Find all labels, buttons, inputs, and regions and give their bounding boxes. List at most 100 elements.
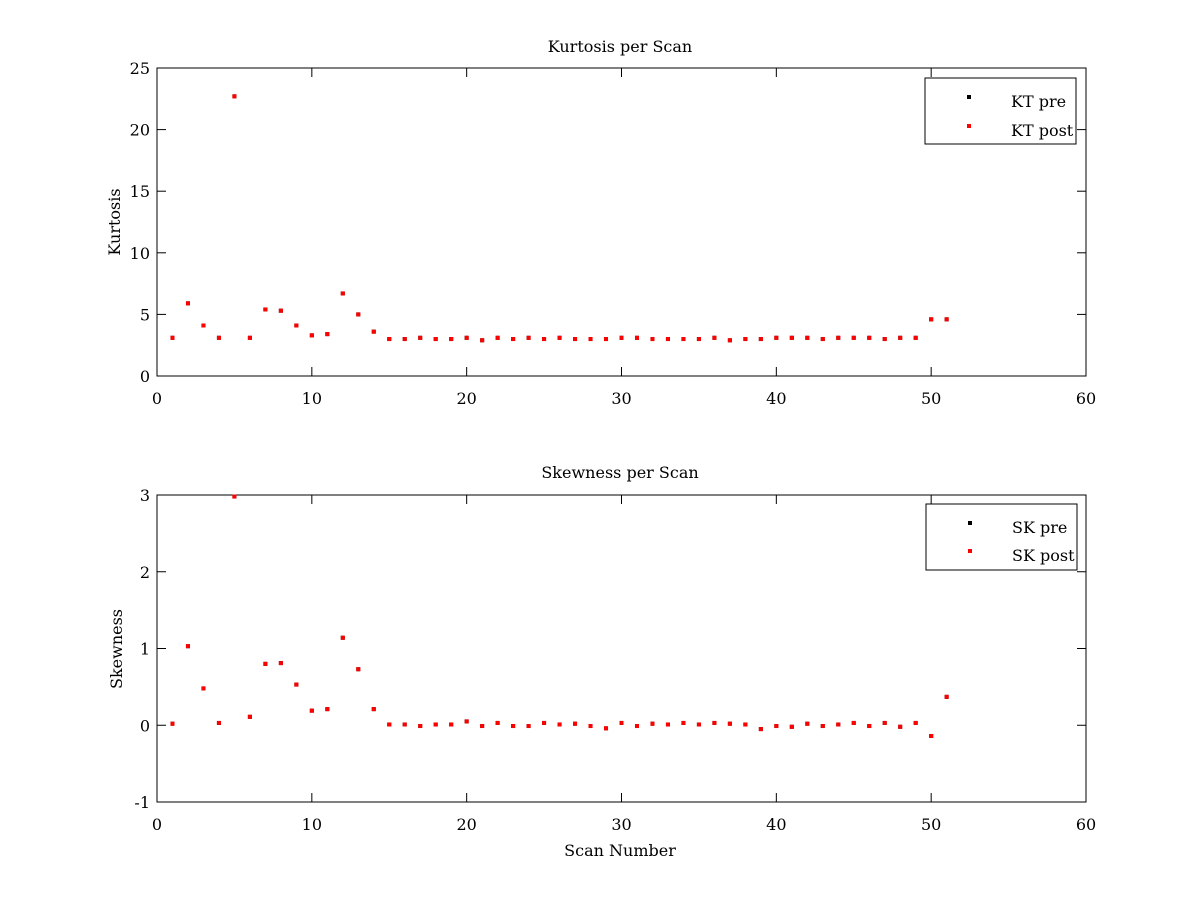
skewness-x-tick-label: 50: [921, 815, 941, 834]
sk-post-point: [325, 707, 330, 712]
sk-post-point: [216, 720, 221, 725]
skewness-y-tick-label: 1: [140, 640, 150, 659]
kt-post-point: [789, 335, 794, 340]
kurtosis-y-tick-label: 15: [130, 182, 150, 201]
sk-post-point: [588, 724, 593, 729]
sk-post-point: [480, 724, 485, 729]
kt-post-point: [619, 335, 624, 340]
sk-post-point: [681, 720, 686, 725]
kurtosis-y-tick-label: 20: [130, 121, 150, 140]
kurtosis-x-tick-label: 30: [611, 389, 631, 408]
kurtosis-x-tick-label: 50: [921, 389, 941, 408]
legend-marker-sk-pre: [968, 521, 972, 525]
legend-label-kt-post: KT post: [1011, 121, 1074, 140]
skewness-legend: SK pre SK post: [925, 503, 1078, 571]
kt-post-point: [944, 317, 949, 322]
kurtosis-x-tick-label: 40: [766, 389, 786, 408]
kt-post-point: [542, 337, 547, 342]
sk-post-point: [789, 724, 794, 729]
kt-post-point: [480, 338, 485, 343]
skewness-plot: Skewness per Scan Scan Number Skewness 0…: [107, 463, 1096, 860]
skewness-y-tick-label: -1: [134, 793, 150, 812]
sk-post-point: [743, 722, 748, 727]
kt-post-point: [263, 307, 268, 312]
skewness-x-tick-label: 40: [766, 815, 786, 834]
sk-post-point: [634, 724, 639, 729]
kt-post-point: [278, 308, 283, 313]
sk-post-point: [371, 707, 376, 712]
kt-post-point: [511, 337, 516, 342]
skewness-x-tick-label: 60: [1076, 815, 1096, 834]
kurtosis-legend: KT pre KT post: [924, 77, 1077, 145]
sk-post-point: [944, 694, 949, 699]
sk-post-point: [387, 722, 392, 727]
sk-post-point: [309, 708, 314, 713]
kt-post-point: [216, 335, 221, 340]
sk-post-point: [526, 724, 531, 729]
legend-marker-kt-pre: [967, 95, 971, 99]
sk-post-point: [278, 661, 283, 666]
kt-post-point: [526, 335, 531, 340]
kurtosis-x-tick-label: 10: [302, 389, 322, 408]
kurtosis-x-tick-label: 20: [456, 389, 476, 408]
kt-post-point: [836, 335, 841, 340]
kt-post-point: [325, 332, 330, 337]
kurtosis-series: [170, 94, 949, 343]
sk-post-point: [232, 494, 237, 499]
kt-post-point: [805, 335, 810, 340]
skewness-legend-box: [925, 503, 1078, 571]
kt-post-point: [371, 329, 376, 334]
kt-post-point: [604, 337, 609, 342]
kt-post-point: [557, 335, 562, 340]
kt-post-point: [247, 335, 252, 340]
kt-post-point: [774, 335, 779, 340]
kt-post-point: [851, 335, 856, 340]
kt-post-point: [433, 337, 438, 342]
sk-post-point: [402, 722, 407, 727]
skewness-y-axis-label: Skewness: [107, 609, 126, 689]
skewness-y-ticks: -1 0 1 2 3: [134, 486, 1086, 812]
kurtosis-x-tick-label: 0: [152, 389, 162, 408]
kt-post-point: [820, 337, 825, 342]
kt-post-point: [712, 335, 717, 340]
sk-post-point: [650, 721, 655, 726]
kt-post-point: [170, 335, 175, 340]
sk-post-point: [913, 720, 918, 725]
skewness-y-tick-label: 3: [140, 486, 150, 505]
kt-post-point: [232, 94, 237, 99]
sk-post-point: [185, 644, 190, 649]
kurtosis-x-ticks: 0 10 20 30 40 50 60: [152, 68, 1096, 408]
skewness-y-tick-label: 2: [140, 563, 150, 582]
kt-post-point: [681, 337, 686, 342]
sk-post-point: [449, 722, 454, 727]
sk-post-point: [356, 667, 361, 672]
sk-post-point: [263, 661, 268, 666]
legend-label-sk-pre: SK pre: [1012, 518, 1067, 537]
kurtosis-chart-title: Kurtosis per Scan: [548, 37, 692, 56]
skewness-series: [170, 494, 949, 738]
skewness-x-tick-label: 10: [302, 815, 322, 834]
sk-post-point: [712, 720, 717, 725]
legend-marker-kt-post: [967, 124, 971, 128]
kt-post-point: [588, 337, 593, 342]
skewness-y-tick-label: 0: [140, 716, 150, 735]
kt-post-point: [309, 333, 314, 338]
kt-post-point: [665, 337, 670, 342]
kt-post-point: [201, 323, 206, 328]
kurtosis-y-tick-label: 5: [140, 305, 150, 324]
sk-post-point: [247, 714, 252, 719]
skewness-chart-title: Skewness per Scan: [541, 463, 698, 482]
kt-post-point: [294, 323, 299, 328]
kurtosis-plot: Kurtosis per Scan Kurtosis 0 10 20 30 40 50 60…: [105, 37, 1096, 408]
sk-post-point: [805, 721, 810, 726]
kt-post-point: [743, 337, 748, 342]
sk-post-point: [433, 722, 438, 727]
kt-post-point: [634, 335, 639, 340]
kt-post-point: [696, 337, 701, 342]
sk-post-point: [836, 722, 841, 727]
kurtosis-x-tick-label: 60: [1076, 389, 1096, 408]
sk-post-point: [170, 721, 175, 726]
sk-post-point: [294, 682, 299, 687]
sk-post-point: [495, 720, 500, 725]
